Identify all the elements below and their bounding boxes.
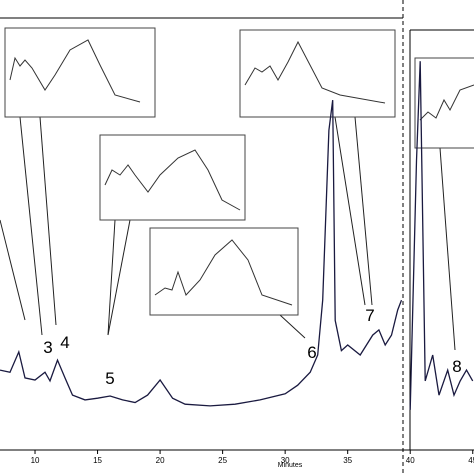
peak-label: 3 [43, 338, 52, 357]
x-tick-label: 25 [218, 456, 227, 465]
peak-label: 6 [307, 343, 316, 362]
x-tick-label: 30 [281, 456, 290, 465]
peak-label: 8 [452, 357, 461, 376]
x-axis-label: Minutes [278, 462, 303, 469]
callout [19, 116, 43, 336]
inset-spectrum [99, 134, 246, 221]
callout [439, 147, 456, 351]
callout [107, 219, 131, 336]
callout [39, 116, 57, 326]
callout [0, 219, 26, 321]
x-tick-label: 15 [93, 456, 102, 465]
x-tick-label: 20 [156, 456, 165, 465]
x-tick-label: 45 [468, 456, 474, 465]
inset-spectrum [414, 57, 474, 149]
callout [334, 116, 366, 306]
x-tick-label: 40 [406, 456, 415, 465]
x-tick-label: 10 [31, 456, 40, 465]
x-tick-label: 35 [343, 456, 352, 465]
callout [107, 219, 116, 336]
inset-spectrum [4, 27, 156, 118]
peak-label: 7 [365, 306, 374, 325]
trace [0, 61, 474, 410]
peak-label: 5 [105, 369, 114, 388]
callout [279, 314, 306, 339]
callouts [0, 116, 456, 351]
peak-label: 4 [60, 333, 69, 352]
inset-spectrum [239, 29, 396, 118]
callout [354, 116, 373, 306]
inset-spectrum [149, 227, 299, 316]
